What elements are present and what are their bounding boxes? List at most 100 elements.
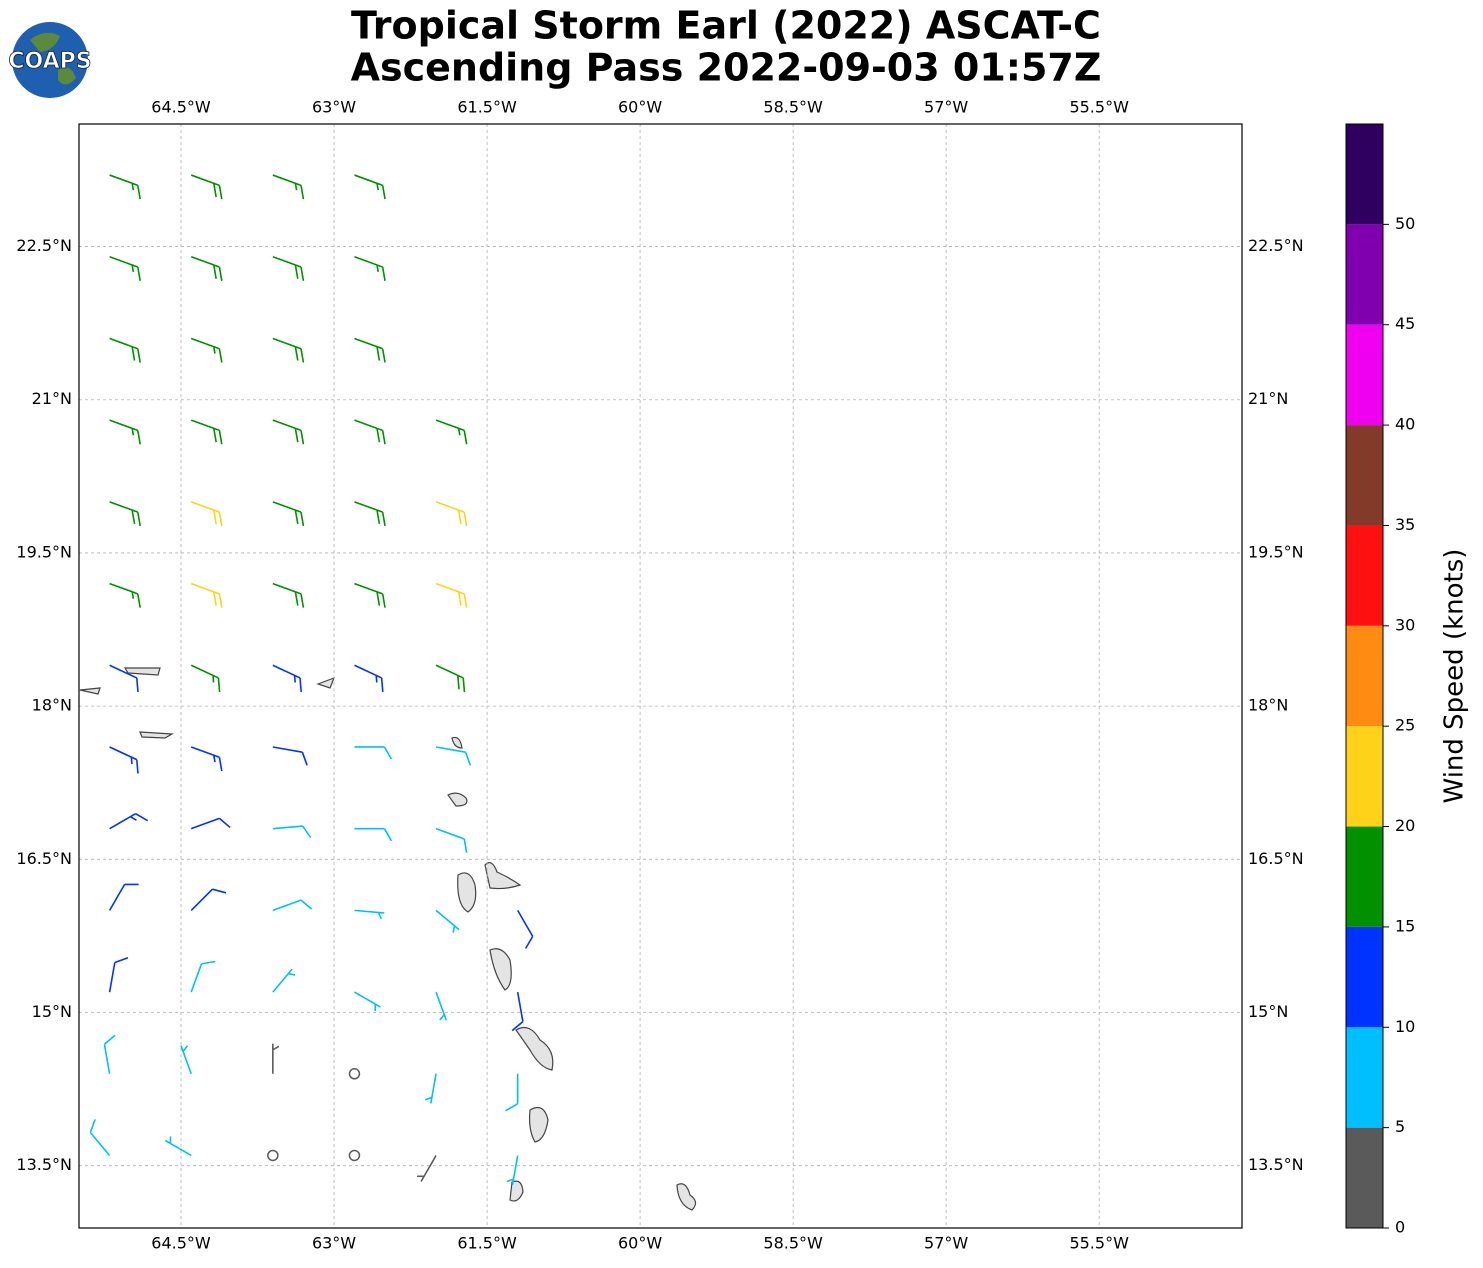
wind-barb bbox=[109, 174, 141, 200]
colorbar-label: Wind Speed (knots) bbox=[1440, 549, 1470, 804]
wind-barb bbox=[506, 1155, 519, 1186]
colorbar-segment bbox=[1346, 224, 1383, 325]
wind-barb bbox=[109, 664, 139, 692]
wind-barb bbox=[354, 501, 386, 527]
wind-barb bbox=[354, 419, 386, 445]
wind-barb bbox=[354, 582, 386, 608]
y-tick-label: 18°N bbox=[32, 696, 72, 715]
colorbar-segment bbox=[1346, 726, 1383, 827]
islands bbox=[79, 667, 697, 1211]
wind-barb bbox=[272, 419, 305, 445]
wind-barb bbox=[109, 501, 141, 527]
x-tick-label: 61.5°W bbox=[457, 1234, 517, 1253]
wind-barb bbox=[109, 582, 141, 608]
logo-text: COAPS bbox=[8, 49, 91, 74]
colorbar-segment bbox=[1346, 525, 1383, 626]
wind-barb bbox=[108, 957, 129, 993]
wind-barb bbox=[89, 1119, 111, 1157]
colorbar-segment bbox=[1346, 425, 1383, 526]
y-tick-label: 19.5°N bbox=[16, 542, 72, 561]
island bbox=[528, 1107, 549, 1143]
y-tick-label: 15°N bbox=[32, 1002, 72, 1021]
calm-barb bbox=[267, 1149, 279, 1162]
wind-barb bbox=[103, 1034, 116, 1074]
colorbar-segment bbox=[1346, 926, 1383, 1028]
wind-barb bbox=[511, 991, 524, 1032]
wind-barb bbox=[272, 501, 305, 527]
wind-barb bbox=[272, 1043, 280, 1074]
wind-barb bbox=[272, 256, 305, 281]
wind-barb bbox=[354, 256, 386, 281]
wind-barb bbox=[272, 582, 305, 608]
island bbox=[515, 1027, 554, 1071]
y-tick-label: 19.5°N bbox=[1248, 542, 1304, 561]
y-tick-label: 13.5°N bbox=[1248, 1155, 1304, 1174]
wind-barb bbox=[190, 256, 223, 281]
x-tick-label: 57°W bbox=[924, 98, 968, 117]
wind-barb bbox=[272, 746, 308, 766]
wind-barb bbox=[354, 827, 393, 842]
calm-barb bbox=[348, 1068, 361, 1080]
colorbar-tick-label: 5 bbox=[1395, 1117, 1405, 1136]
wind-barb bbox=[109, 256, 141, 281]
y-tick-label: 22.5°N bbox=[1248, 236, 1304, 255]
y-tick-label: 22.5°N bbox=[16, 236, 72, 255]
chart-subtitle: Ascending Pass 2022-09-03 01:57Z bbox=[351, 46, 1102, 90]
wind-barb bbox=[180, 1045, 192, 1075]
wind-barb bbox=[272, 899, 313, 912]
logo-land bbox=[30, 32, 76, 85]
wind-barb bbox=[190, 888, 227, 911]
wind-barb bbox=[109, 337, 141, 363]
x-tick-label: 60°W bbox=[618, 1234, 662, 1253]
colorbar-tick-label: 10 bbox=[1395, 1017, 1415, 1036]
calm-barb bbox=[348, 1149, 361, 1162]
colorbar-tick-label: 30 bbox=[1395, 615, 1415, 634]
y-tick-label: 15°N bbox=[1248, 1002, 1288, 1021]
island bbox=[79, 667, 468, 807]
colorbar-tick-label: 0 bbox=[1395, 1218, 1405, 1237]
x-tick-label: 63°W bbox=[312, 1234, 356, 1253]
wind-barb bbox=[190, 337, 223, 363]
wind-barb bbox=[109, 746, 139, 774]
colorbar-segment bbox=[1346, 1027, 1383, 1128]
wind-barb bbox=[190, 817, 231, 830]
x-tick-label: 63°W bbox=[312, 98, 356, 117]
x-tick-label: 60°W bbox=[618, 98, 662, 117]
wind-barb bbox=[354, 746, 393, 760]
colorbar-segment bbox=[1346, 1127, 1383, 1228]
wind-barb bbox=[272, 825, 312, 839]
wind-barb bbox=[435, 582, 468, 608]
map-frame bbox=[78, 123, 1243, 1229]
y-tick-label: 21°N bbox=[32, 389, 72, 408]
wind-barb bbox=[272, 968, 296, 993]
wind-barb bbox=[417, 1155, 437, 1182]
wind-barb bbox=[108, 883, 139, 911]
x-tick-label: 55.5°W bbox=[1069, 1234, 1129, 1253]
colorbar-tick-label: 15 bbox=[1395, 916, 1415, 935]
wind-barb bbox=[435, 909, 460, 933]
wind-barb bbox=[435, 991, 448, 1021]
wind-barb bbox=[190, 582, 223, 608]
island bbox=[489, 948, 512, 991]
colorbar-tick-label: 20 bbox=[1395, 816, 1415, 835]
colorbar-segment bbox=[1346, 625, 1383, 727]
x-tick-label: 61.5°W bbox=[457, 98, 517, 117]
x-tick-label: 55.5°W bbox=[1069, 98, 1129, 117]
wind-barb bbox=[109, 812, 149, 830]
x-tick-label: 58.5°W bbox=[763, 1234, 823, 1253]
wind-barb bbox=[190, 501, 223, 527]
y-tick-label: 13.5°N bbox=[16, 1155, 72, 1174]
wind-barb bbox=[425, 1073, 437, 1104]
wind-barb bbox=[190, 419, 223, 445]
island bbox=[676, 1183, 697, 1211]
wind-barb bbox=[272, 337, 305, 363]
colorbar-frame bbox=[1345, 123, 1384, 1229]
colorbar-tick-label: 40 bbox=[1395, 415, 1415, 434]
logo: COAPS bbox=[8, 22, 92, 98]
wind-barb bbox=[164, 1136, 192, 1157]
colorbar-tick-label: 50 bbox=[1395, 214, 1415, 233]
wind-barb bbox=[354, 664, 384, 692]
colorbar-tick-label: 45 bbox=[1395, 314, 1415, 333]
colorbar-segment bbox=[1346, 124, 1383, 225]
